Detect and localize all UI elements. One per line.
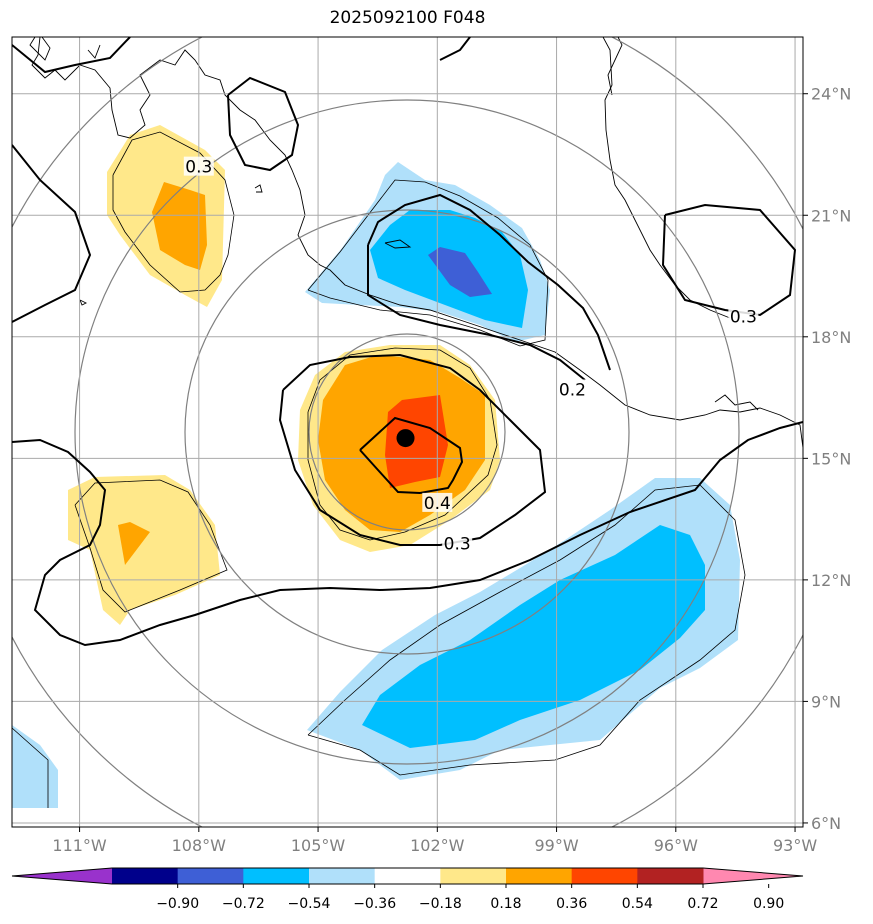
contour-label: 0.3 (730, 308, 757, 328)
colorbar-outline (11, 867, 804, 885)
shade-negative-corner-sw (12, 725, 58, 808)
lon-tick-label: 111°W (52, 836, 107, 855)
graticule (12, 37, 803, 827)
colorbar-tick-label: −0.72 (222, 896, 265, 912)
shade-negative-north-strong (428, 247, 492, 297)
lon-tick-label: 108°W (172, 836, 227, 855)
shaded-field (12, 125, 740, 808)
lon-tick-label: 102°W (410, 836, 465, 855)
colorbar-swatch (243, 868, 310, 884)
shade-positive-sw (68, 475, 220, 625)
contour-label-bg (442, 533, 473, 553)
colorbar-tick-label: −0.90 (156, 896, 199, 912)
map-frame (11, 36, 804, 828)
lat-tick-label: 21°N (811, 206, 851, 225)
lat-tick-label: 12°N (811, 571, 851, 590)
colorbar-swatch (112, 868, 179, 884)
range-rings (12, 37, 803, 827)
colorbar-swatch (637, 868, 704, 884)
contour-label: 0.3 (185, 158, 212, 178)
lon-tick-label: 105°W (291, 836, 346, 855)
contour-label-bg (422, 492, 453, 512)
colorbar-arrow-high (703, 868, 803, 884)
lon-tick-label: 99°W (534, 836, 578, 855)
colorbar-swatch (309, 868, 376, 884)
lat-tick-label: 15°N (811, 449, 851, 468)
range-ring-3 (74, 99, 740, 765)
contour-label-bg (183, 156, 214, 176)
colorbar-tick-label: −0.54 (288, 896, 331, 912)
colorbar-swatch (571, 868, 638, 884)
colorbar: −0.90 −0.72 −0.54 −0.36 −0.18 0.18 0.36 0.54 0.7… (11, 867, 804, 912)
colorbar-swatch (374, 868, 441, 884)
contour-label-bg (728, 306, 759, 326)
longitude-ticks: 111°W 108°W 105°W 102°W 99°W 96°W 93°W (52, 827, 817, 855)
lat-tick-label: 6°N (811, 814, 841, 833)
colorbar-tick-label: 0.90 (753, 896, 784, 912)
colorbar-swatch (177, 868, 244, 884)
storm-center-marker (396, 429, 415, 448)
contour-labels: 0.3 0.3 0.2 0.4 0.3 (183, 156, 759, 554)
range-ring-2 (184, 209, 630, 655)
coastlines (29, 37, 803, 449)
lon-tick-label: 96°W (654, 836, 698, 855)
colorbar-tick-label: 0.72 (687, 896, 718, 912)
colorbar-arrow-low (12, 868, 112, 884)
lon-tick-label: 93°W (773, 836, 817, 855)
thick-contours (12, 37, 803, 647)
colorbar-swatch (440, 868, 507, 884)
lat-tick-label: 9°N (811, 692, 841, 711)
shade-positive-sw-strong (118, 522, 150, 565)
colorbar-tick-label: 0.54 (622, 896, 653, 912)
colorbar-tick-label: 0.18 (490, 896, 521, 912)
contour-label-bg (557, 379, 588, 399)
colorbar-swatch (506, 868, 573, 884)
colorbar-tick-label: −0.36 (353, 896, 396, 912)
colorbar-tick-label: −0.18 (419, 896, 462, 912)
shade-positive-center-strong (385, 395, 448, 488)
lat-tick-label: 18°N (811, 328, 851, 347)
contour-label: 0.4 (424, 494, 451, 514)
contour-label: 0.2 (559, 380, 586, 400)
range-ring-1 (308, 333, 506, 531)
latitude-ticks: 24°N 21°N 18°N 15°N 12°N 9°N 6°N (803, 85, 851, 833)
colorbar-tick-label: 0.36 (556, 896, 587, 912)
lat-tick-label: 24°N (811, 85, 851, 104)
thin-contours (12, 131, 746, 808)
map-title: 2025092100 F048 (329, 8, 486, 28)
contour-label: 0.3 (444, 534, 471, 554)
shade-negative-southeast-mid (362, 525, 705, 748)
